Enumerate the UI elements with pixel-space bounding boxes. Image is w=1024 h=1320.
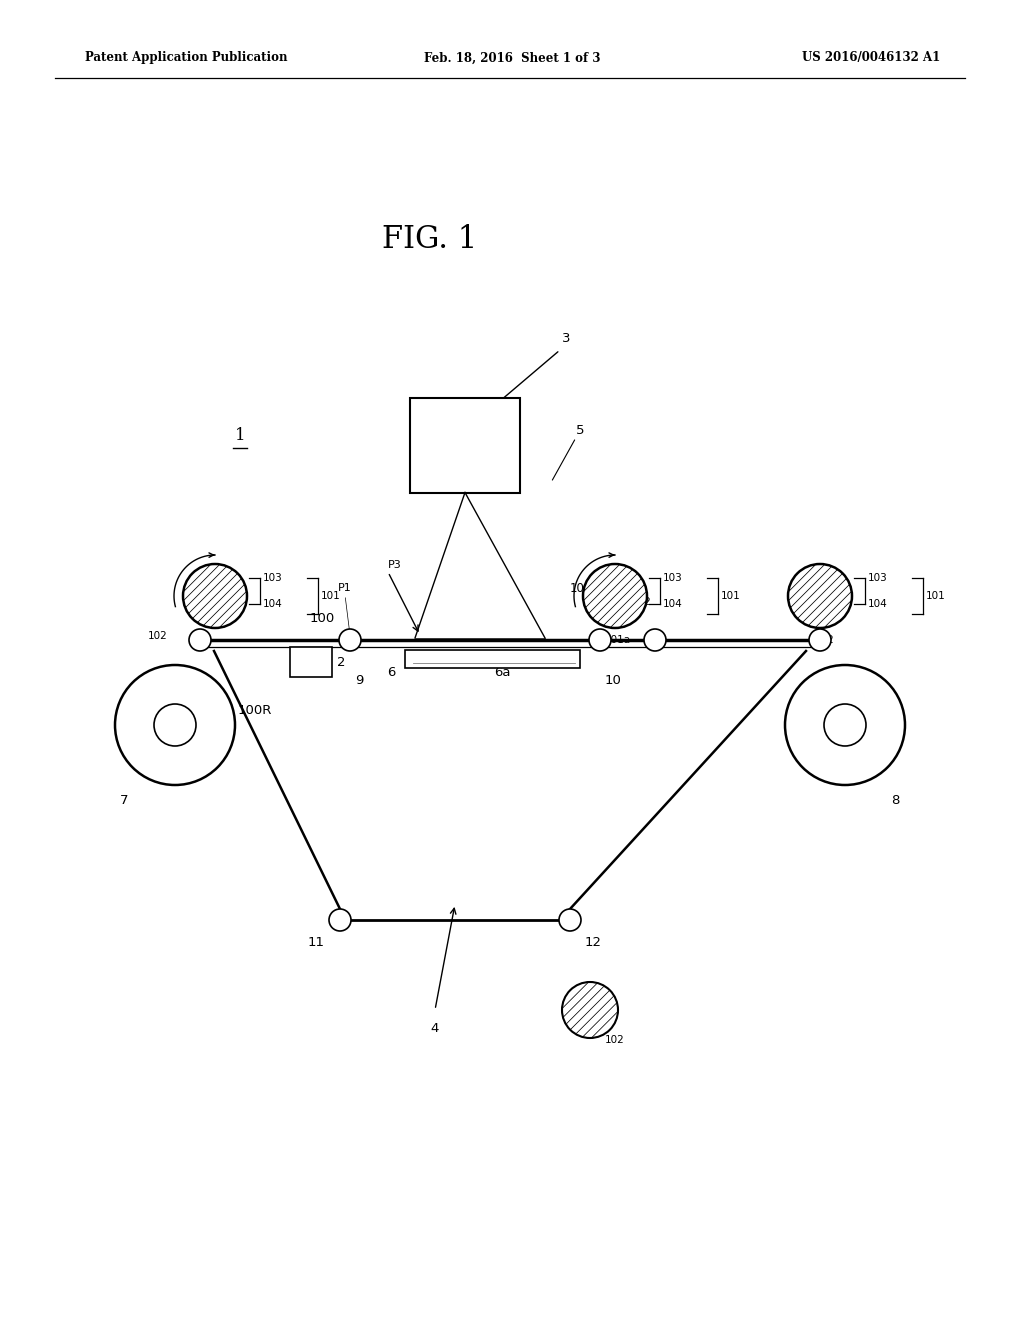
- Circle shape: [562, 982, 618, 1038]
- Text: Feb. 18, 2016  Sheet 1 of 3: Feb. 18, 2016 Sheet 1 of 3: [424, 51, 600, 65]
- Text: 101: 101: [926, 591, 946, 601]
- Text: 10: 10: [605, 673, 622, 686]
- Text: 102: 102: [148, 631, 168, 642]
- Circle shape: [329, 909, 351, 931]
- Bar: [406, 649, 580, 668]
- Circle shape: [183, 564, 247, 628]
- Circle shape: [339, 630, 361, 651]
- Text: 101: 101: [721, 591, 740, 601]
- Text: 7: 7: [120, 793, 128, 807]
- Text: 3: 3: [562, 331, 570, 345]
- Circle shape: [154, 704, 196, 746]
- Text: 2: 2: [337, 656, 345, 668]
- Text: 100R: 100R: [238, 704, 272, 717]
- Circle shape: [644, 630, 666, 651]
- Text: 103: 103: [263, 573, 283, 583]
- Text: 8: 8: [892, 793, 900, 807]
- Bar: [290, 647, 332, 677]
- Text: P1: P1: [338, 583, 352, 593]
- Text: 104: 104: [263, 599, 283, 609]
- Text: 9: 9: [355, 673, 364, 686]
- Text: 101: 101: [321, 591, 341, 601]
- Text: 104: 104: [868, 599, 888, 609]
- Bar: [410, 397, 520, 492]
- Text: 5: 5: [575, 424, 585, 437]
- Text: 102: 102: [815, 635, 835, 645]
- Circle shape: [788, 564, 852, 628]
- Text: Patent Application Publication: Patent Application Publication: [85, 51, 288, 65]
- Text: US 2016/0046132 A1: US 2016/0046132 A1: [802, 51, 940, 65]
- Text: 12: 12: [585, 936, 602, 949]
- Circle shape: [785, 665, 905, 785]
- Text: 101b: 101b: [570, 582, 600, 594]
- Text: 103: 103: [868, 573, 888, 583]
- Circle shape: [824, 704, 866, 746]
- Circle shape: [559, 909, 581, 931]
- Text: P2: P2: [638, 597, 652, 607]
- Text: 104: 104: [663, 599, 683, 609]
- Text: 11: 11: [308, 936, 325, 949]
- Circle shape: [809, 630, 831, 651]
- Circle shape: [589, 630, 611, 651]
- Text: 6a: 6a: [495, 667, 511, 680]
- Text: 1: 1: [234, 426, 246, 444]
- Text: 4: 4: [430, 1022, 438, 1035]
- Text: 100: 100: [310, 611, 335, 624]
- Text: 102: 102: [605, 1035, 625, 1045]
- Text: FIG. 1: FIG. 1: [382, 224, 477, 256]
- Text: 103: 103: [663, 573, 683, 583]
- Circle shape: [583, 564, 647, 628]
- Text: P3: P3: [388, 560, 401, 570]
- Text: 101a: 101a: [605, 635, 631, 645]
- Circle shape: [115, 665, 234, 785]
- Text: 6: 6: [387, 667, 395, 680]
- Circle shape: [189, 630, 211, 651]
